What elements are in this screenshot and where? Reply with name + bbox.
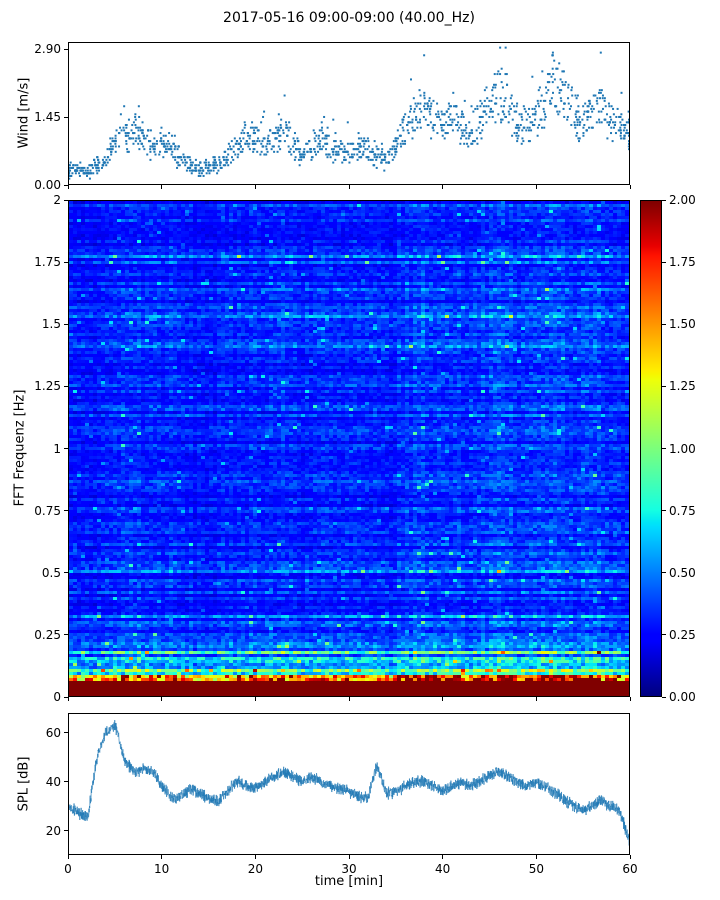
tick-label: 1.25 bbox=[34, 379, 61, 394]
tick-mark bbox=[64, 732, 68, 734]
tick-mark bbox=[629, 185, 631, 189]
tick-label: 60 bbox=[622, 862, 638, 876]
tick-mark bbox=[662, 385, 666, 387]
tick-mark bbox=[442, 855, 444, 859]
tick-mark bbox=[535, 855, 537, 859]
tick-label: 0 bbox=[64, 862, 72, 876]
tick-mark bbox=[67, 855, 69, 859]
colorbar bbox=[640, 200, 662, 697]
tick-mark bbox=[662, 696, 666, 698]
tick-mark bbox=[161, 185, 163, 189]
tick-mark bbox=[64, 116, 68, 118]
tick-mark bbox=[662, 323, 666, 325]
tick-mark bbox=[64, 448, 68, 449]
tick-mark bbox=[64, 48, 68, 50]
tick-mark bbox=[442, 697, 444, 701]
tick-mark bbox=[662, 199, 666, 201]
tick-mark bbox=[629, 697, 631, 701]
tick-mark bbox=[64, 385, 68, 387]
tick-mark bbox=[67, 185, 69, 189]
tick-mark bbox=[64, 261, 68, 263]
tick-label: 1.45 bbox=[34, 110, 61, 125]
wind-scatter-canvas bbox=[69, 43, 629, 184]
tick-mark bbox=[67, 697, 69, 701]
wind-scatter-plot bbox=[68, 42, 630, 185]
colorbar-canvas bbox=[641, 201, 661, 696]
tick-mark bbox=[662, 448, 666, 449]
spectrogram-plot bbox=[68, 200, 630, 697]
tick-label: 0 bbox=[53, 690, 61, 704]
tick-mark bbox=[161, 855, 163, 859]
tick-label: 1.5 bbox=[41, 317, 61, 332]
tick-mark bbox=[64, 323, 68, 325]
tick-mark bbox=[64, 696, 68, 698]
tick-label: 60 bbox=[45, 725, 61, 740]
tick-mark bbox=[64, 781, 68, 783]
tick-mark bbox=[442, 185, 444, 189]
tick-mark bbox=[662, 572, 666, 574]
tick-label: 50 bbox=[528, 862, 544, 876]
tick-mark bbox=[161, 697, 163, 701]
tick-label: 0.50 bbox=[669, 565, 696, 580]
time-x-axis-label: time [min] bbox=[314, 874, 384, 889]
tick-label: 1.75 bbox=[34, 255, 61, 270]
tick-mark bbox=[64, 510, 68, 512]
tick-mark bbox=[64, 199, 68, 201]
tick-mark bbox=[629, 855, 631, 859]
tick-label: 0.00 bbox=[34, 178, 61, 192]
spectrogram-canvas bbox=[69, 201, 629, 696]
tick-label: 0.00 bbox=[669, 690, 696, 704]
tick-label: 0.25 bbox=[669, 627, 696, 642]
tick-label: 0.25 bbox=[34, 627, 61, 642]
tick-label: 1.25 bbox=[669, 379, 696, 394]
tick-mark bbox=[348, 697, 350, 701]
tick-label: 2.90 bbox=[34, 42, 61, 57]
tick-label: 1.50 bbox=[669, 317, 696, 332]
tick-mark bbox=[348, 185, 350, 189]
tick-mark bbox=[254, 697, 256, 701]
tick-label: 20 bbox=[45, 823, 61, 838]
tick-mark bbox=[662, 634, 666, 636]
tick-label: 0.75 bbox=[669, 503, 696, 518]
tick-label: 30 bbox=[341, 862, 357, 876]
figure-title: 2017-05-16 09:00-09:00 (40.00_Hz) bbox=[223, 10, 475, 26]
tick-mark bbox=[254, 185, 256, 189]
tick-mark bbox=[254, 855, 256, 859]
tick-mark bbox=[64, 634, 68, 636]
tick-label: 1.75 bbox=[669, 255, 696, 270]
spl-line-plot bbox=[68, 713, 630, 855]
tick-mark bbox=[64, 830, 68, 832]
tick-mark bbox=[64, 572, 68, 574]
tick-label: 20 bbox=[247, 862, 263, 876]
tick-mark bbox=[64, 184, 68, 186]
tick-mark bbox=[348, 855, 350, 859]
tick-mark bbox=[662, 510, 666, 512]
tick-label: 0.5 bbox=[41, 565, 61, 580]
tick-label: 0.75 bbox=[34, 503, 61, 518]
tick-label: 40 bbox=[435, 862, 451, 876]
tick-label: 1.00 bbox=[669, 441, 696, 456]
tick-mark bbox=[535, 697, 537, 701]
tick-mark bbox=[535, 185, 537, 189]
tick-label: 2 bbox=[53, 193, 61, 207]
tick-label: 10 bbox=[154, 862, 170, 876]
tick-label: 40 bbox=[45, 774, 61, 789]
spl-line-canvas bbox=[69, 714, 629, 854]
tick-mark bbox=[662, 261, 666, 263]
tick-label: 2.00 bbox=[669, 193, 696, 207]
tick-label: 1 bbox=[53, 441, 61, 456]
